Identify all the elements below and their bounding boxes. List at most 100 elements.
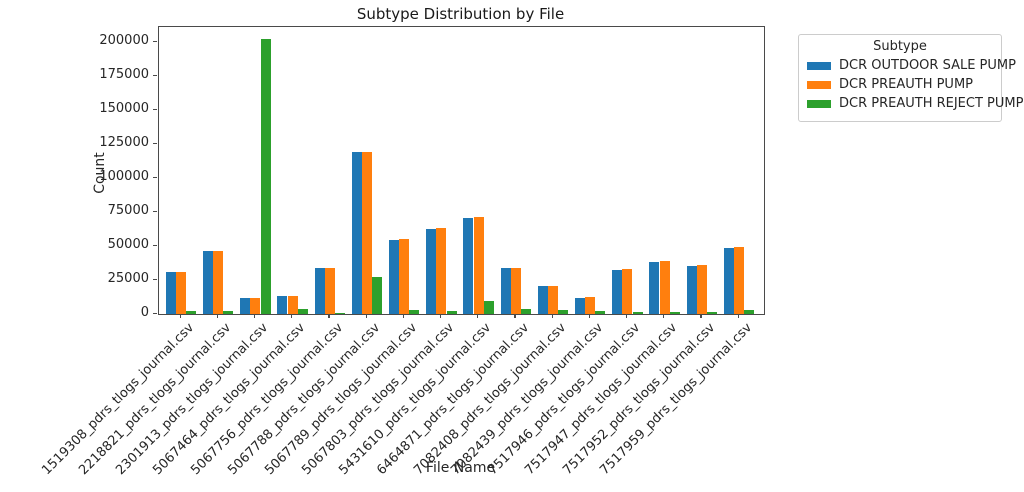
- legend-color-swatch-icon: [807, 99, 831, 108]
- legend-item-1: DCR PREAUTH PUMP: [807, 77, 993, 92]
- y-tick-label: 200000: [99, 33, 149, 48]
- x-tick-mark: [291, 314, 293, 318]
- y-tick-label: 175000: [99, 67, 149, 82]
- y-tick-mark: [153, 142, 157, 144]
- x-tick-mark: [253, 314, 256, 318]
- bar-series1-group2: [250, 298, 261, 314]
- bar-series1-group3: [287, 296, 298, 314]
- bar-series0-group13: [649, 261, 660, 314]
- y-tick-mark: [153, 278, 157, 280]
- chart-title: Subtype Distribution by File: [356, 5, 565, 23]
- legend-item-label: DCR OUTDOOR SALE PUMP: [839, 58, 1016, 73]
- legend-item-0: DCR OUTDOOR SALE PUMP: [807, 58, 1016, 73]
- y-tick-mark: [153, 210, 157, 212]
- x-tick-mark: [402, 314, 404, 318]
- bar-series0-group3: [277, 295, 288, 314]
- legend-item-label: DCR PREAUTH PUMP: [839, 77, 974, 92]
- x-tick-mark: [514, 314, 516, 318]
- bar-series0-group2: [240, 298, 251, 314]
- x-tick-mark: [700, 314, 702, 318]
- bar-series1-group12: [622, 269, 633, 314]
- legend-item-label: DCR PREAUTH REJECT PUMP: [839, 96, 1024, 111]
- x-tick-mark: [588, 314, 590, 318]
- bar-series1-group15: [733, 247, 745, 314]
- bar-series0-group1: [202, 250, 214, 314]
- legend-color-swatch-icon: [807, 61, 831, 70]
- bar-series1-group14: [696, 265, 707, 314]
- bar-series1-group0: [175, 271, 187, 314]
- y-tick-mark: [153, 108, 157, 110]
- y-tick-label: 150000: [99, 101, 149, 116]
- bar-series0-group10: [537, 286, 548, 314]
- bar-series2-group13: [669, 312, 680, 314]
- bar-series1-group11: [585, 297, 596, 314]
- bar-series2-group5: [372, 277, 383, 314]
- x-tick-mark: [625, 314, 628, 318]
- legend: Subtype DCR OUTDOOR SALE PUMP DCR PREAUTH…: [798, 34, 1023, 122]
- bar-series0-group7: [426, 229, 437, 314]
- x-tick-mark: [663, 314, 665, 318]
- bar-series2-group11: [595, 311, 606, 314]
- bar-series0-group14: [686, 265, 697, 314]
- x-tick-mark: [439, 314, 442, 318]
- y-tick-label: 100000: [99, 169, 149, 184]
- bar-series2-group4: [334, 312, 346, 314]
- bar-series0-group15: [723, 248, 734, 314]
- bar-series2-group8: [483, 301, 494, 314]
- bar-series0-group6: [388, 239, 400, 314]
- bar-series0-group9: [500, 268, 511, 314]
- y-tick-label: 25000: [107, 271, 149, 286]
- y-tick-label: 50000: [107, 237, 149, 252]
- bar-series2-group1: [223, 310, 234, 314]
- x-tick-mark: [179, 314, 181, 318]
- bars-layer: [159, 27, 764, 314]
- bar-series0-group11: [574, 297, 586, 314]
- x-axis-label: File Name: [425, 460, 496, 476]
- bar-series2-group10: [558, 309, 569, 314]
- bar-series2-group12: [632, 312, 643, 314]
- bar-series1-group4: [324, 268, 335, 314]
- y-tick-mark: [153, 244, 157, 246]
- x-tick-mark: [328, 314, 330, 318]
- y-tick-mark: [153, 74, 157, 76]
- x-tick-mark: [477, 314, 479, 318]
- bar-series1-group1: [213, 250, 224, 314]
- plot-area: [158, 26, 765, 315]
- bar-series1-group13: [659, 261, 670, 314]
- bar-series2-group9: [520, 309, 532, 314]
- legend-color-swatch-icon: [807, 80, 831, 89]
- bar-series2-group14: [706, 312, 718, 314]
- x-tick-mark: [365, 314, 367, 318]
- bar-series1-group5: [361, 151, 373, 314]
- bar-series0-group12: [612, 269, 623, 314]
- y-tick-label: 125000: [99, 135, 149, 150]
- y-tick-mark: [153, 312, 157, 314]
- bar-series0-group0: [165, 271, 176, 314]
- x-tick-mark: [737, 314, 739, 318]
- bar-series0-group4: [314, 268, 325, 314]
- x-tick-mark: [216, 314, 218, 318]
- y-tick-mark: [153, 176, 157, 178]
- y-axis-label: Count: [92, 152, 108, 194]
- bar-series1-group6: [399, 239, 410, 314]
- bar-series0-group5: [351, 152, 362, 314]
- bar-series2-group6: [409, 309, 420, 314]
- legend-title: Subtype: [873, 39, 927, 54]
- bar-series2-group0: [186, 311, 197, 314]
- legend-items: DCR OUTDOOR SALE PUMP DCR PREAUTH PUMP DCR…: [807, 58, 1023, 111]
- legend-item-2: DCR PREAUTH REJECT PUMP: [807, 96, 1023, 111]
- bar-series2-group15: [744, 310, 755, 314]
- bar-series1-group8: [473, 217, 484, 314]
- y-tick-label: 0: [140, 305, 149, 320]
- bar-series2-group7: [446, 311, 457, 314]
- bar-series1-group7: [436, 228, 447, 314]
- bar-series1-group10: [547, 286, 559, 314]
- bar-series1-group9: [510, 267, 521, 314]
- y-tick-mark: [153, 40, 157, 42]
- bar-series2-group3: [297, 309, 308, 314]
- bar-series2-group2: [260, 39, 271, 314]
- y-tick-label: 75000: [107, 203, 149, 218]
- bar-series0-group8: [463, 218, 474, 314]
- x-tick-mark: [551, 314, 553, 318]
